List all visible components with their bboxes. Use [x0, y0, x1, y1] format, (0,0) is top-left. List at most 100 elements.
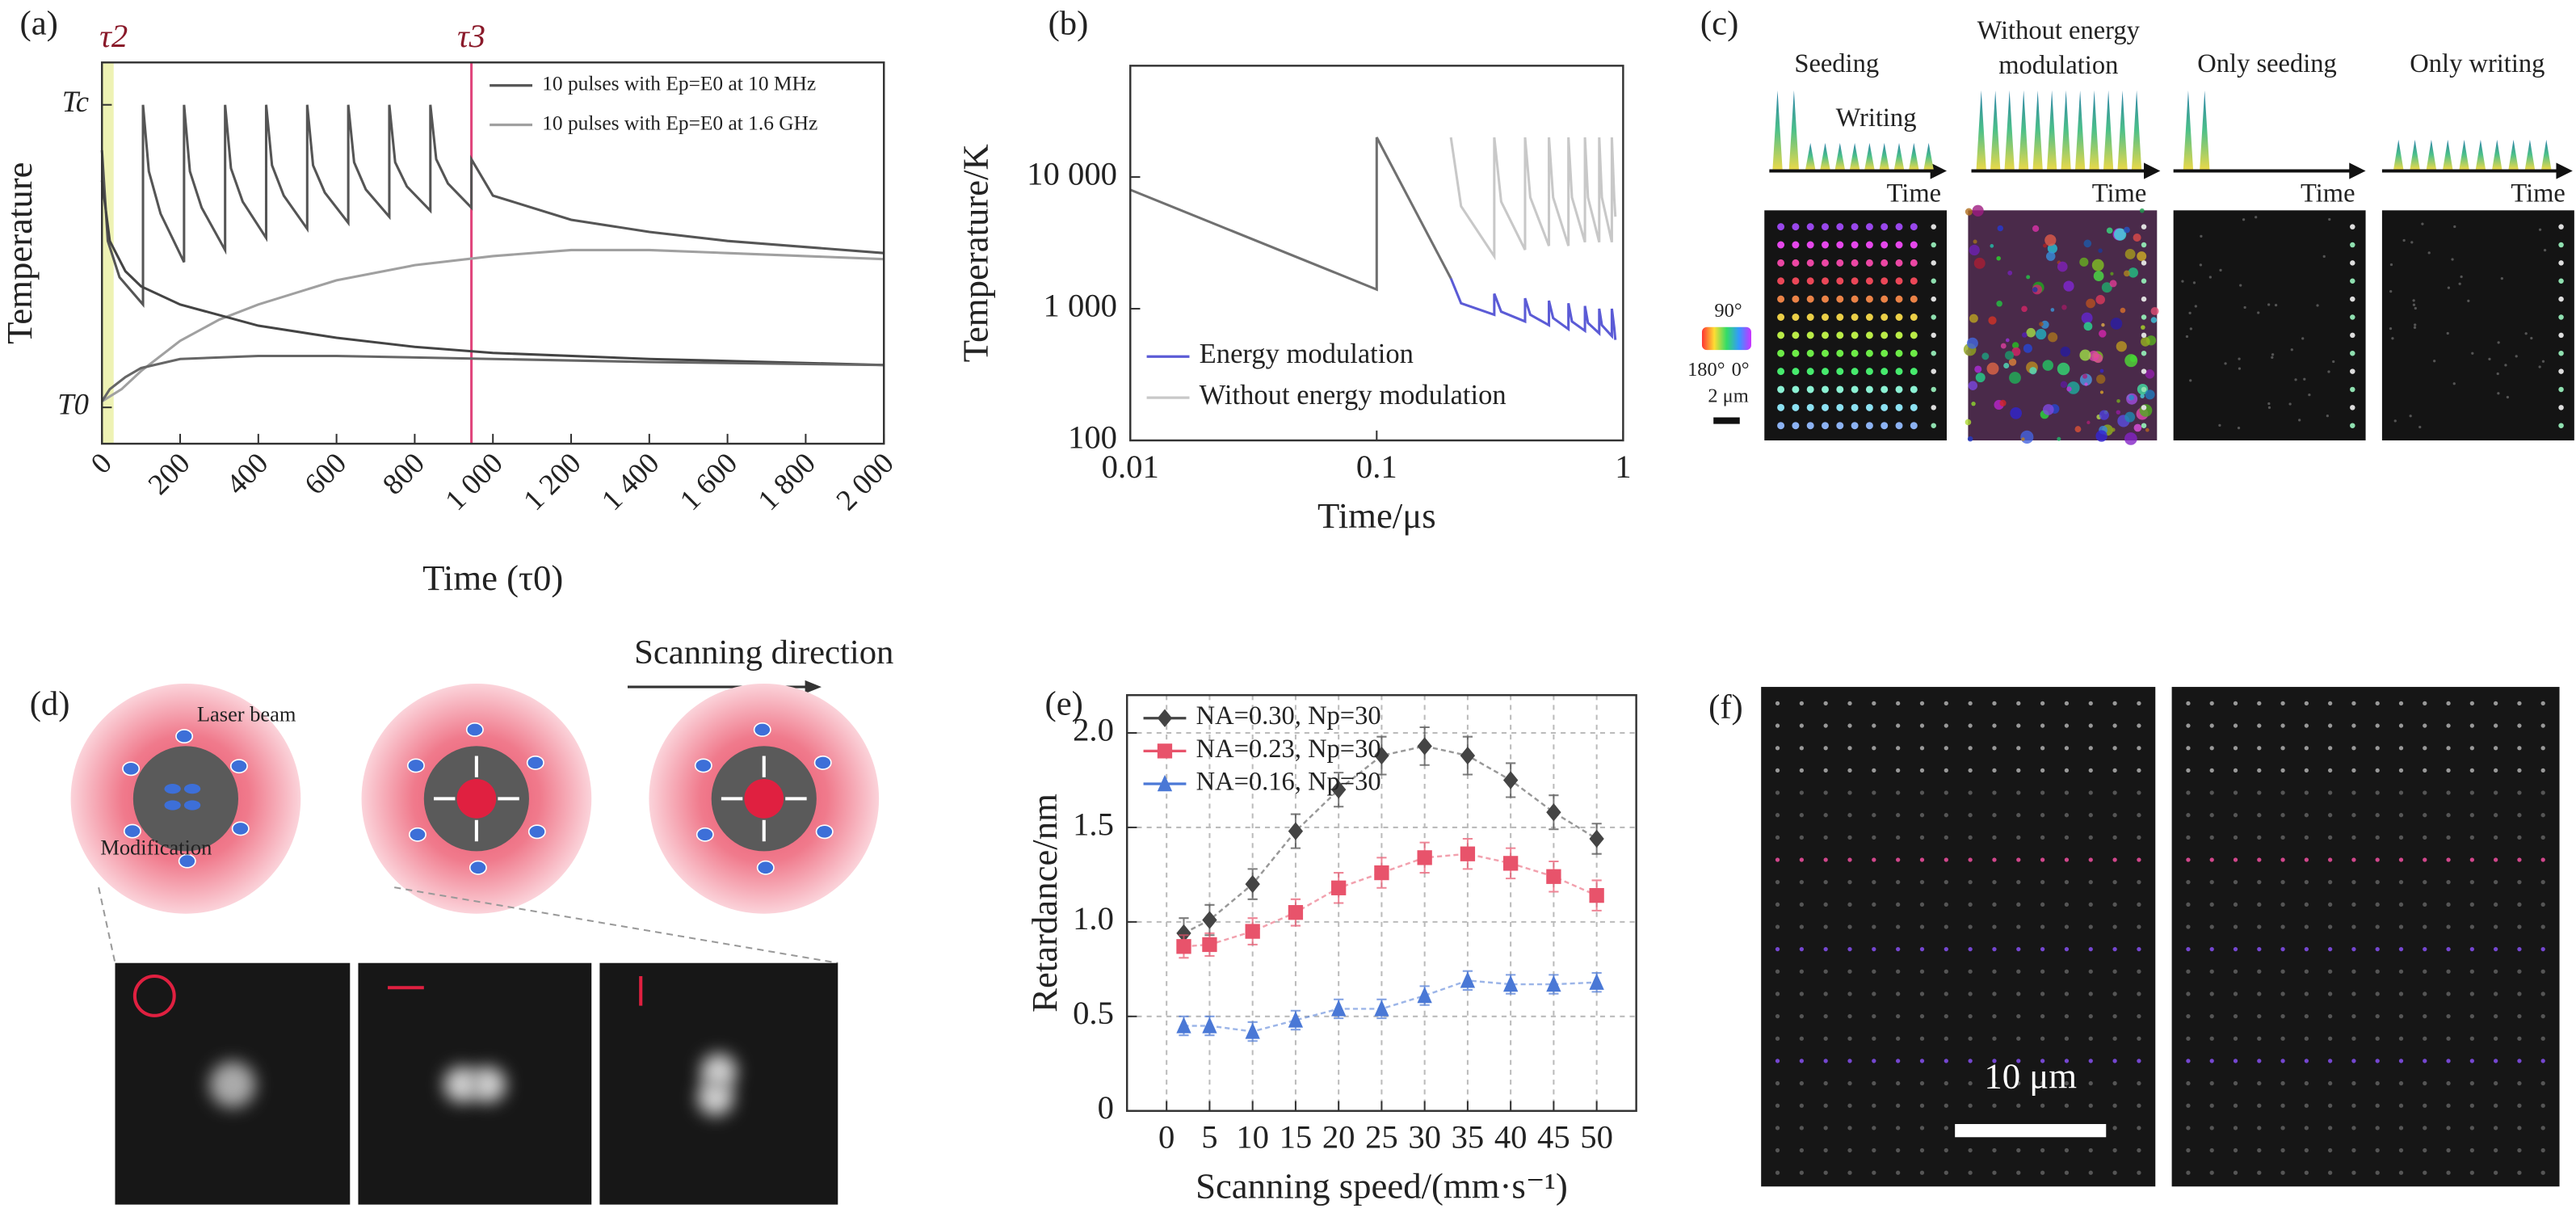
- dot: [1944, 723, 1948, 728]
- dot: [1895, 331, 1903, 339]
- dot: [2280, 1170, 2285, 1175]
- dot: [1847, 790, 1852, 795]
- noise: [2141, 337, 2150, 347]
- dot: [1910, 259, 1918, 267]
- noise: [2007, 270, 2013, 276]
- dot: [1895, 349, 1903, 357]
- dot: [2351, 946, 2356, 952]
- dot: [2497, 341, 2500, 344]
- dot: [2186, 746, 2191, 751]
- dot: [1847, 902, 1852, 907]
- dot: [1806, 259, 1814, 267]
- dot: [1799, 1036, 1804, 1041]
- dot: [2469, 835, 2474, 840]
- dot: [1823, 857, 1828, 862]
- dot: [2375, 813, 2380, 818]
- dot: [2351, 768, 2356, 773]
- data-line: [1129, 137, 1452, 292]
- dot: [2112, 1103, 2117, 1108]
- dot: [2375, 1059, 2380, 1063]
- dot: [2209, 746, 2214, 751]
- dot: [2233, 902, 2238, 907]
- dot: [1851, 422, 1859, 430]
- dot: [2137, 946, 2141, 952]
- dot: [1944, 1170, 1948, 1175]
- dot: [1896, 924, 1901, 929]
- noise: [2101, 322, 2105, 327]
- x-tick-label: 1 600: [673, 446, 743, 516]
- column-title: Only writing: [2410, 49, 2544, 78]
- dot: [1910, 295, 1918, 303]
- y-tick-label: 2.0: [1073, 711, 1114, 747]
- x-tick-label: 1 000: [439, 446, 509, 516]
- dot: [2040, 1013, 2045, 1019]
- dot: [2016, 790, 2021, 795]
- dot: [2137, 1147, 2141, 1153]
- dot: [1968, 701, 1973, 706]
- pulse: [2410, 139, 2420, 170]
- dot: [1823, 880, 1828, 885]
- dot: [1919, 1059, 1925, 1063]
- dot: [1847, 969, 1852, 974]
- dot: [2517, 723, 2522, 728]
- dot: [1851, 314, 1859, 321]
- noise: [2150, 307, 2159, 316]
- micrograph: [1764, 210, 1947, 441]
- noise: [2124, 432, 2137, 445]
- noise: [2111, 427, 2116, 432]
- dot: [1931, 278, 1936, 284]
- dot: [1895, 277, 1903, 285]
- dot: [2469, 992, 2474, 996]
- dot: [2186, 1170, 2191, 1175]
- dot: [2209, 1080, 2214, 1086]
- dot: [2398, 746, 2404, 751]
- dot: [2257, 1036, 2262, 1041]
- dot: [1919, 857, 1925, 862]
- dot: [1799, 924, 1804, 929]
- dot: [1992, 746, 1997, 751]
- dot: [2500, 276, 2503, 280]
- dot: [1944, 880, 1948, 885]
- dot: [2064, 1170, 2070, 1175]
- dot: [1851, 349, 1859, 357]
- dot: [2209, 1170, 2214, 1175]
- dot: [2112, 1147, 2117, 1153]
- noise: [1974, 365, 1982, 373]
- dot: [1851, 331, 1859, 339]
- dot: [2375, 992, 2380, 996]
- y-axis-label: Retardance/nm: [1024, 794, 1065, 1013]
- dot: [1919, 835, 1925, 840]
- dot: [2540, 1126, 2545, 1130]
- legend-label: Energy modulation: [1200, 339, 1414, 369]
- dot: [2040, 701, 2045, 706]
- dot: [1806, 422, 1814, 430]
- annotation: Modification: [100, 835, 212, 859]
- dot: [1792, 259, 1800, 267]
- dot: [2016, 992, 2021, 996]
- dot: [2328, 880, 2333, 885]
- dot: [2233, 1036, 2238, 1041]
- dot: [2446, 924, 2451, 929]
- dot: [2351, 924, 2356, 929]
- dot: [2186, 1147, 2191, 1153]
- dot: [2064, 701, 2070, 706]
- arrow-head: [2144, 162, 2161, 179]
- dot: [1836, 403, 1844, 411]
- dot: [2375, 1170, 2380, 1175]
- dot: [2423, 880, 2427, 885]
- dot: [2218, 423, 2221, 427]
- marker: [1202, 937, 1217, 953]
- dot: [1944, 1147, 1948, 1153]
- dot: [2304, 880, 2309, 885]
- dot: [1775, 1036, 1780, 1041]
- dot: [1872, 946, 1876, 952]
- dot: [2328, 701, 2333, 706]
- dot: [2186, 857, 2191, 862]
- dot: [2375, 835, 2380, 840]
- dot: [1775, 1013, 1780, 1019]
- dot: [2209, 1126, 2214, 1130]
- noise: [2124, 249, 2136, 259]
- noise: [2106, 227, 2113, 234]
- dot: [2304, 857, 2309, 862]
- dot: [1777, 385, 1785, 394]
